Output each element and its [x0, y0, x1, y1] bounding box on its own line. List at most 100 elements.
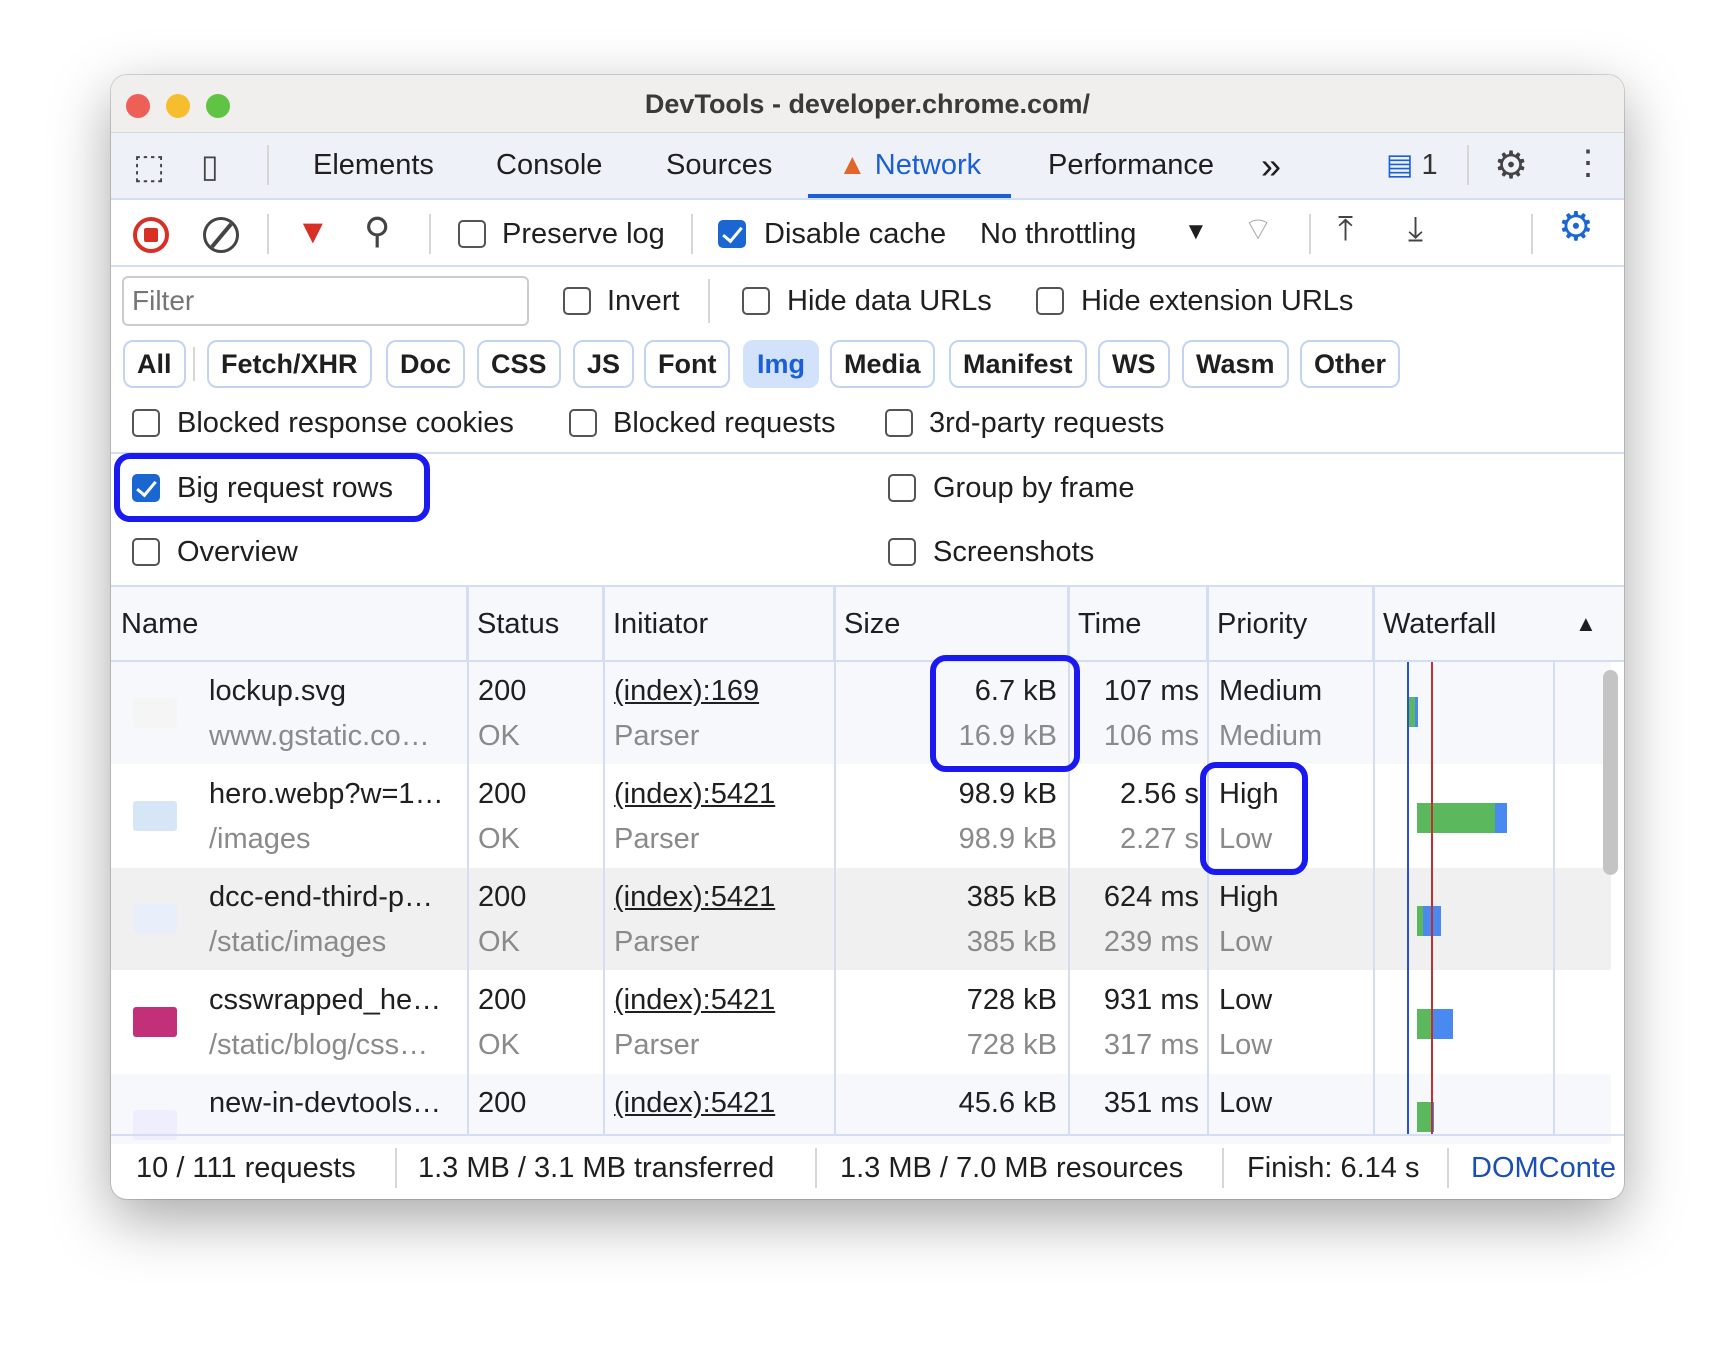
priority: Low: [1219, 1087, 1273, 1119]
network-settings-gear-icon[interactable]: ⚙: [1558, 205, 1594, 249]
initiator-link[interactable]: (index):169: [614, 675, 760, 707]
request-path: /images: [209, 823, 311, 855]
hide-data-urls-label: Hide data URLs: [787, 285, 992, 317]
clear-icon[interactable]: [203, 217, 239, 253]
latency-time: 2.27 s: [1120, 823, 1199, 855]
hide-data-urls-checkbox[interactable]: [742, 287, 770, 315]
throttling-dropdown-icon[interactable]: ▼: [1184, 218, 1208, 245]
status-code: 200: [478, 675, 527, 707]
invert-checkbox[interactable]: [563, 287, 591, 315]
blocked-requests-checkbox[interactable]: [569, 409, 597, 437]
status-code: 200: [478, 984, 527, 1016]
transfer-size: 6.7 kB: [974, 675, 1057, 707]
filter-icon[interactable]: ▼: [296, 213, 330, 251]
type-filter-wasm[interactable]: Wasm: [1182, 340, 1289, 388]
dom-content-loaded-line: [1407, 662, 1409, 1134]
throttling-select[interactable]: No throttling: [980, 218, 1137, 250]
initiator-link[interactable]: (index):5421: [614, 778, 776, 810]
network-toolbar: ▼ ⚲ Preserve log Disable cache No thrott…: [111, 200, 1624, 267]
request-name[interactable]: lockup.svg: [209, 675, 347, 707]
tab-console[interactable]: Console: [496, 149, 603, 181]
table-row[interactable]: new-in-devtools… 200 (index):5421 45.6 k…: [111, 1074, 1611, 1144]
table-row[interactable]: csswrapped_he… /static/blog/css… 200 OK …: [111, 971, 1611, 1073]
table-row[interactable]: dcc-end-third-p… /static/images 200 OK (…: [111, 868, 1611, 970]
type-filter-doc[interactable]: Doc: [386, 340, 466, 388]
type-filter-js[interactable]: JS: [573, 340, 635, 388]
group-by-frame-checkbox[interactable]: [888, 474, 916, 502]
column-priority[interactable]: Priority: [1207, 587, 1373, 662]
stop-recording-icon[interactable]: [133, 217, 169, 253]
table-scrollbar[interactable]: [1603, 670, 1618, 875]
initiator-link[interactable]: (index):5421: [614, 1087, 776, 1119]
import-har-icon[interactable]: ⤒: [1338, 210, 1354, 248]
type-filter-font[interactable]: Font: [644, 340, 731, 388]
issues-button[interactable]: ▤ 1: [1386, 133, 1438, 198]
screenshots-checkbox[interactable]: [888, 538, 916, 566]
total-time: 624 ms: [1103, 881, 1199, 913]
minimize-button[interactable]: [166, 94, 190, 118]
disable-cache-checkbox[interactable]: [718, 220, 746, 248]
resource-size: 16.9 kB: [958, 720, 1057, 752]
group-by-frame-label: Group by frame: [933, 472, 1135, 504]
search-icon[interactable]: ⚲: [364, 210, 391, 251]
more-tabs-button[interactable]: »: [1261, 145, 1282, 186]
tab-sources[interactable]: Sources: [666, 149, 773, 181]
request-name[interactable]: new-in-devtools…: [209, 1087, 442, 1119]
latency-time: 106 ms: [1103, 720, 1199, 752]
type-filter-ws[interactable]: WS: [1098, 340, 1170, 388]
waterfall-waiting-bar: [1417, 803, 1495, 833]
type-filter-fetch-xhr[interactable]: Fetch/XHR: [207, 340, 372, 388]
request-name[interactable]: csswrapped_he…: [209, 984, 442, 1016]
type-filter-media[interactable]: Media: [830, 340, 935, 388]
request-name[interactable]: hero.webp?w=1…: [209, 778, 444, 810]
table-row[interactable]: lockup.svg www.gstatic.co… 200 OK (index…: [111, 662, 1611, 764]
load-event-line: [1431, 662, 1433, 1134]
hide-extension-urls-checkbox[interactable]: [1036, 287, 1064, 315]
sort-ascending-icon[interactable]: ▲: [1575, 611, 1597, 636]
type-filter-other[interactable]: Other: [1300, 340, 1401, 388]
request-name[interactable]: dcc-end-third-p…: [209, 881, 434, 913]
preserve-log-checkbox[interactable]: [458, 220, 486, 248]
tab-network-label: Network: [874, 149, 982, 181]
waterfall-waiting-bar: [1417, 906, 1423, 936]
settings-gear-icon[interactable]: ⚙: [1494, 145, 1529, 187]
filter-input[interactable]: [122, 276, 529, 326]
network-conditions-icon[interactable]: ⌔: [1243, 211, 1274, 247]
initial-priority: Medium: [1219, 720, 1323, 752]
tab-network[interactable]: ▲ Network: [808, 133, 1012, 198]
column-time[interactable]: Time: [1068, 587, 1207, 662]
latency-time: 317 ms: [1103, 1029, 1199, 1061]
type-filter-all[interactable]: All: [123, 340, 186, 388]
disable-cache-label: Disable cache: [764, 218, 947, 250]
tab-elements[interactable]: Elements: [313, 149, 434, 181]
table-row[interactable]: hero.webp?w=1… /images 200 OK (index):54…: [111, 765, 1611, 867]
inspect-element-icon[interactable]: ⬚: [133, 148, 166, 186]
type-filter-css[interactable]: CSS: [477, 340, 561, 388]
third-party-label: 3rd-party requests: [929, 407, 1165, 439]
big-request-rows-checkbox[interactable]: [132, 474, 160, 502]
initiator-link[interactable]: (index):5421: [614, 881, 776, 913]
tab-performance[interactable]: Performance: [1048, 149, 1215, 181]
zoom-button[interactable]: [206, 94, 230, 118]
type-filter-img[interactable]: Img: [743, 340, 820, 388]
column-size[interactable]: Size: [834, 587, 1068, 662]
third-party-checkbox[interactable]: [885, 409, 913, 437]
issues-count: 1: [1421, 149, 1438, 181]
type-filter-manifest[interactable]: Manifest: [949, 340, 1087, 388]
column-initiator[interactable]: Initiator: [603, 587, 834, 662]
column-status[interactable]: Status: [467, 587, 603, 662]
initiator-link[interactable]: (index):5421: [614, 984, 776, 1016]
preserve-log-label: Preserve log: [502, 218, 665, 250]
request-path: /static/images: [209, 926, 387, 958]
overview-checkbox[interactable]: [132, 538, 160, 566]
close-button[interactable]: [126, 94, 150, 118]
priority: High: [1219, 881, 1279, 913]
device-toolbar-icon[interactable]: ▯: [201, 148, 219, 184]
blocked-cookies-checkbox[interactable]: [132, 409, 160, 437]
waterfall-waiting-bar: [1417, 1009, 1431, 1039]
request-path: www.gstatic.co…: [209, 720, 430, 752]
column-name[interactable]: Name: [111, 587, 467, 662]
more-options-icon[interactable]: ⋮: [1571, 144, 1605, 182]
column-waterfall[interactable]: Waterfall: [1383, 608, 1497, 640]
export-har-icon[interactable]: ⤓: [1408, 210, 1424, 248]
